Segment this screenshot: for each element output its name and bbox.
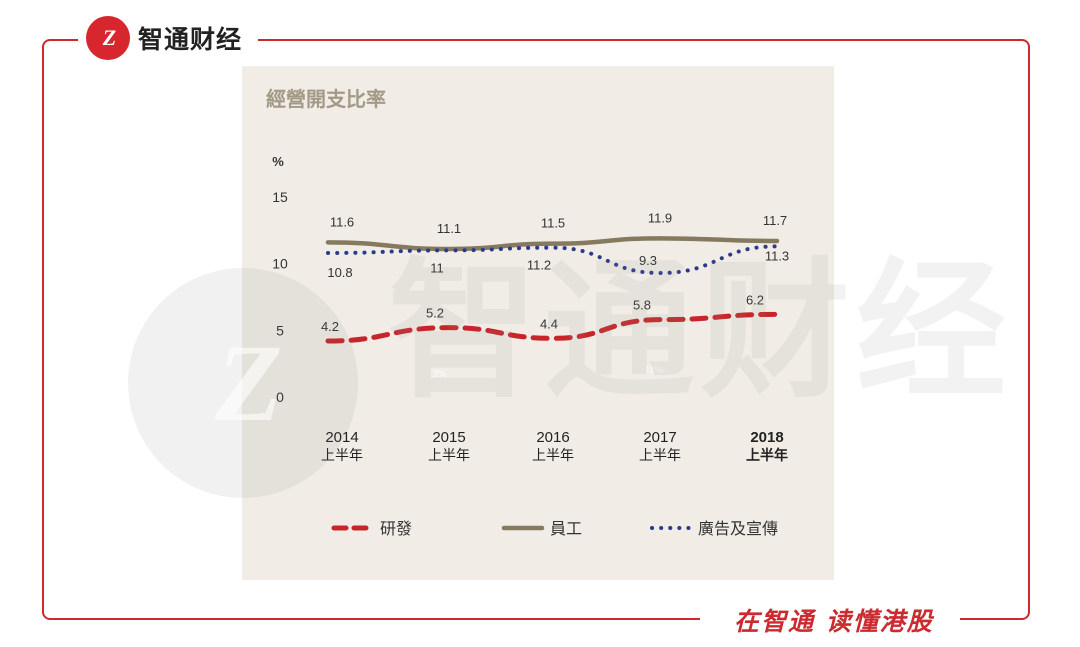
- x-tick-sublabel: 上半年: [532, 447, 574, 463]
- data-label-廣告及宣傳: 11.3: [765, 248, 789, 263]
- data-label-研發: 4.4: [540, 316, 558, 331]
- data-label-研發: 5.8: [633, 298, 651, 313]
- legend-label-研發: 研發: [380, 520, 412, 538]
- x-tick-sublabel: 上半年: [746, 447, 788, 463]
- watermark-logo-icon: Z: [128, 268, 358, 498]
- legend-label-員工: 員工: [550, 521, 582, 538]
- watermark-text: 智通财经: [388, 245, 1013, 419]
- x-tick-sublabel: 上半年: [321, 447, 363, 463]
- stray-label: 3%: [432, 368, 447, 380]
- chart-title: 經營開支比率: [266, 87, 386, 111]
- legend-label-廣告及宣傳: 廣告及宣傳: [698, 520, 778, 538]
- data-label-廣告及宣傳: 11: [430, 260, 444, 275]
- chart-svg: 經營開支比率%0510152014上半年2015上半年2016上半年2017上半…: [266, 87, 789, 538]
- brand-logo-icon: Z: [86, 16, 130, 60]
- x-tick-sublabel: 上半年: [639, 447, 681, 463]
- x-tick-label: 2014: [325, 429, 358, 446]
- y-tick-label: 15: [272, 189, 288, 205]
- data-label-員工: 11.5: [541, 216, 565, 231]
- data-label-員工: 11.9: [648, 210, 672, 225]
- data-label-員工: 11.6: [330, 214, 354, 229]
- x-tick-label: 2017: [643, 429, 676, 446]
- brand-name: 智通财经: [138, 25, 243, 54]
- data-label-員工: 11.1: [437, 221, 461, 236]
- stray-label: 11%: [644, 364, 664, 376]
- data-label-研發: 6.2: [746, 292, 764, 307]
- chart-panel: 經營開支比率% 0 5 10 15 2014 上半年 2015 上半年 2016 上半年 2017 上半…: [242, 66, 834, 580]
- brand-header: Z 智通财经: [78, 12, 259, 64]
- y-tick-label: 10: [272, 256, 288, 272]
- x-tick-label: 2015: [432, 429, 465, 446]
- series-line-研發: [325, 311, 780, 344]
- y-axis-unit-label: %: [272, 154, 284, 169]
- x-tick-sublabel: 上半年: [428, 447, 470, 463]
- series-line-員工: [325, 236, 780, 252]
- data-label-廣告及宣傳: 9.3: [639, 253, 657, 268]
- outer-frame: [42, 39, 1030, 620]
- x-tick-label: 2016: [536, 429, 569, 446]
- x-tick-label: 2018: [750, 429, 783, 446]
- footer-slogan: 在智通 读懂港股: [700, 602, 960, 638]
- y-tick-label: 0: [276, 389, 284, 405]
- data-label-研發: 5.2: [426, 306, 444, 321]
- y-tick-label: 5: [276, 322, 284, 338]
- data-label-廣告及宣傳: 10.8: [327, 265, 352, 280]
- data-label-員工: 11.7: [763, 213, 787, 228]
- data-label-廣告及宣傳: 11.2: [527, 258, 551, 273]
- data-label-研發: 4.2: [321, 319, 339, 334]
